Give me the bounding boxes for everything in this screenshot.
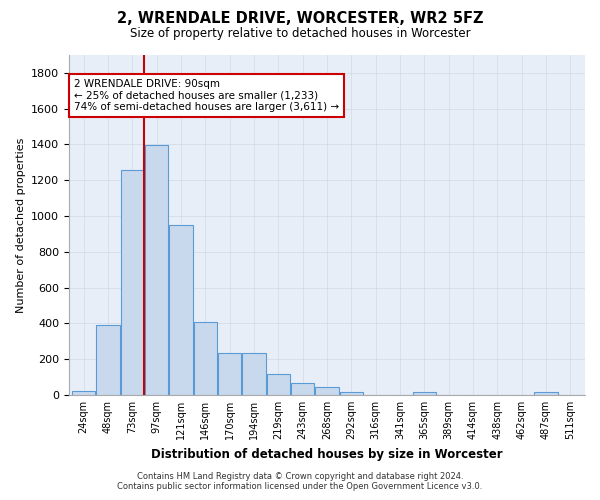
Bar <box>316 388 338 395</box>
Bar <box>194 322 217 395</box>
Bar <box>340 392 363 395</box>
Bar <box>535 392 557 395</box>
Text: 2, WRENDALE DRIVE, WORCESTER, WR2 5FZ: 2, WRENDALE DRIVE, WORCESTER, WR2 5FZ <box>117 11 483 26</box>
Y-axis label: Number of detached properties: Number of detached properties <box>16 138 26 312</box>
Bar <box>413 392 436 395</box>
X-axis label: Distribution of detached houses by size in Worcester: Distribution of detached houses by size … <box>151 448 503 460</box>
Text: Contains HM Land Registry data © Crown copyright and database right 2024.
Contai: Contains HM Land Registry data © Crown c… <box>118 472 482 491</box>
Bar <box>169 225 193 395</box>
Bar <box>97 325 119 395</box>
Text: 2 WRENDALE DRIVE: 90sqm
← 25% of detached houses are smaller (1,233)
74% of semi: 2 WRENDALE DRIVE: 90sqm ← 25% of detache… <box>74 79 339 112</box>
Bar <box>267 374 290 395</box>
Bar <box>242 353 266 395</box>
Bar <box>121 170 144 395</box>
Bar <box>291 384 314 395</box>
Bar <box>218 353 241 395</box>
Text: Size of property relative to detached houses in Worcester: Size of property relative to detached ho… <box>130 28 470 40</box>
Bar <box>145 146 168 395</box>
Bar <box>72 390 95 395</box>
